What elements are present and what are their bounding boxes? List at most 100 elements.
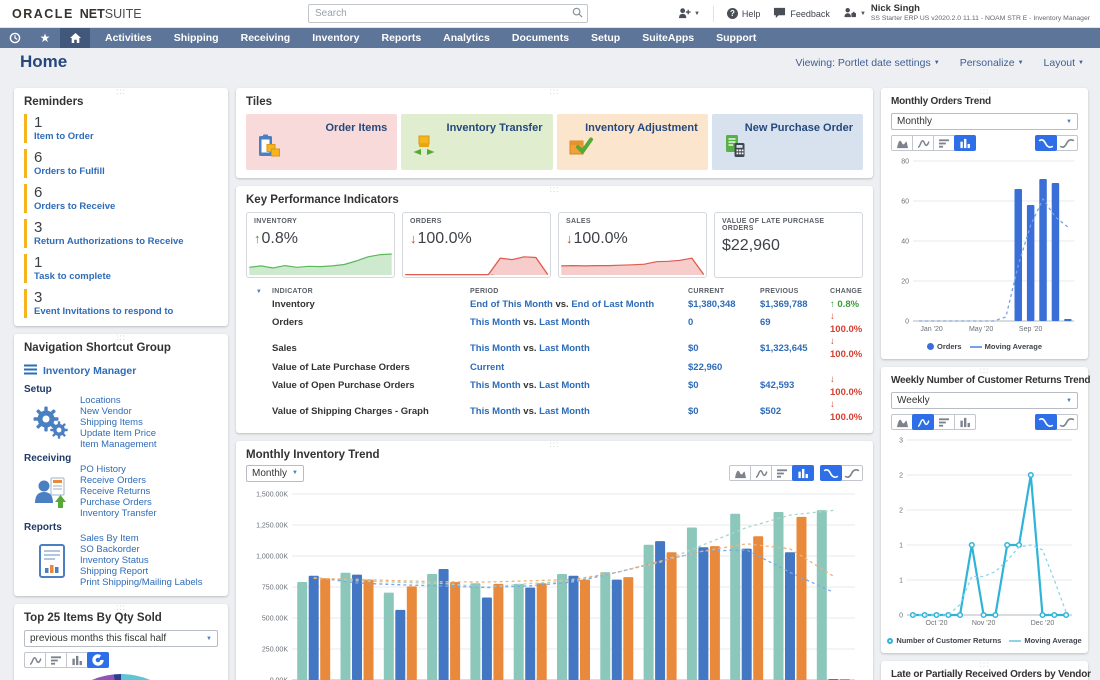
help-button[interactable]: ? Help xyxy=(726,8,760,19)
nav-item-analytics[interactable]: Analytics xyxy=(443,32,490,44)
kpi-card-sales[interactable]: SALES ↓100.0% xyxy=(558,212,707,278)
trendline-off-button[interactable] xyxy=(841,465,863,482)
chart-type-hbar-button[interactable] xyxy=(45,652,67,668)
drag-handle[interactable]: ::: xyxy=(979,366,990,375)
period-link[interactable]: End of Last Month xyxy=(571,298,655,310)
user-menu[interactable]: Nick Singh SS Starter ERP US v2020.2.0 1… xyxy=(871,4,1090,23)
shortcut-link-inventory-status[interactable]: Inventory Status xyxy=(80,555,149,566)
nav-item-activities[interactable]: Activities xyxy=(105,32,152,44)
current-value-link[interactable]: $0 xyxy=(688,342,699,354)
reminder-item[interactable]: 6 Orders to Receive xyxy=(24,184,218,213)
chart-type-line-button[interactable] xyxy=(912,414,934,430)
chart-type-vbar-button[interactable] xyxy=(954,414,976,430)
chart-type-area-button[interactable] xyxy=(891,414,913,430)
drag-handle[interactable]: ::: xyxy=(116,333,126,342)
home-icon[interactable] xyxy=(60,28,90,48)
shortcut-link-shipping-items[interactable]: Shipping Items xyxy=(80,417,143,428)
shortcut-link-receive-orders[interactable]: Receive Orders xyxy=(80,475,146,486)
period-link[interactable]: Last Month xyxy=(539,317,590,329)
period-link[interactable]: Current xyxy=(470,361,505,373)
period-link[interactable]: Last Month xyxy=(539,342,590,354)
drag-handle[interactable]: ::: xyxy=(549,87,560,96)
reminder-link[interactable]: Task to complete xyxy=(34,271,111,282)
reminder-item[interactable]: 3 Return Authorizations to Receive xyxy=(24,219,218,248)
trendline-on-button[interactable] xyxy=(1035,135,1057,151)
drag-handle[interactable]: ::: xyxy=(549,185,560,194)
shortcut-link-purchase-orders[interactable]: Purchase Orders xyxy=(80,497,152,508)
previous-value-link[interactable]: $502 xyxy=(760,405,782,417)
period-link[interactable]: This Month xyxy=(470,380,521,392)
chart-type-hbar-button[interactable] xyxy=(933,414,955,430)
returns-period-select[interactable]: Weekly ▼ xyxy=(891,392,1078,409)
chart-type-vbar-button[interactable] xyxy=(954,135,976,151)
chart-type-area-button[interactable] xyxy=(891,135,913,151)
personalize-menu[interactable]: Personalize ▼ xyxy=(959,57,1024,69)
chart-type-hbar-button[interactable] xyxy=(771,465,793,482)
previous-value-link[interactable]: $1,323,645 xyxy=(760,342,808,354)
shortcut-link-print-shipping-mailing-labels[interactable]: Print Shipping/Mailing Labels xyxy=(80,577,203,588)
shortcut-link-sales-by-item[interactable]: Sales By Item xyxy=(80,533,139,544)
shortcut-link-receive-returns[interactable]: Receive Returns xyxy=(80,486,151,497)
trendline-off-button[interactable] xyxy=(1056,135,1078,151)
shortcut-link-new-vendor[interactable]: New Vendor xyxy=(80,406,132,417)
roles-menu[interactable]: ▼ xyxy=(843,7,866,21)
recent-records-icon[interactable] xyxy=(0,28,30,48)
shortcut-link-locations[interactable]: Locations xyxy=(80,395,121,406)
kpi-card-value-of-late-purchase-orders[interactable]: VALUE OF LATE PURCHASE ORDERS $22,960 xyxy=(714,212,863,278)
tile-inventory-adjustment[interactable]: Inventory Adjustment xyxy=(556,114,708,170)
current-value-link[interactable]: 0 xyxy=(688,317,694,329)
reminder-item[interactable]: 6 Orders to Fulfill xyxy=(24,149,218,178)
orders-period-select[interactable]: Monthly ▼ xyxy=(891,113,1078,130)
favorites-star-icon[interactable]: ★ xyxy=(39,31,51,45)
chart-type-donut-button[interactable] xyxy=(87,652,109,668)
kpi-card-orders[interactable]: ORDERS ↓100.0% xyxy=(402,212,551,278)
chart-type-line-button[interactable] xyxy=(912,135,934,151)
expand-caret-icon[interactable]: ▼ xyxy=(255,289,263,295)
period-link[interactable]: This Month xyxy=(470,317,521,329)
nav-item-setup[interactable]: Setup xyxy=(591,32,621,44)
chart-type-vbar-button[interactable] xyxy=(792,465,814,482)
chart-type-line-button[interactable] xyxy=(24,652,46,668)
trendline-off-button[interactable] xyxy=(1056,414,1078,430)
previous-value-link[interactable]: $1,369,788 xyxy=(760,298,808,310)
reminder-item[interactable]: 1 Task to complete xyxy=(24,254,218,283)
drag-handle[interactable]: ::: xyxy=(116,87,126,96)
shortcut-link-inventory-transfer[interactable]: Inventory Transfer xyxy=(80,508,157,519)
drag-handle[interactable]: ::: xyxy=(979,87,990,96)
reminder-item[interactable]: 3 Event Invitations to respond to xyxy=(24,289,218,318)
tile-order-items[interactable]: Order Items xyxy=(246,114,398,170)
top25-period-select[interactable]: previous months this fiscal half ▼ xyxy=(24,630,218,647)
reminder-link[interactable]: Orders to Receive xyxy=(34,201,116,212)
drag-handle[interactable]: ::: xyxy=(549,439,560,449)
previous-value-link[interactable]: $42,593 xyxy=(760,380,795,392)
kpi-card-inventory[interactable]: INVENTORY ↑0.8% xyxy=(246,212,395,278)
shortcut-link-update-item-price[interactable]: Update Item Price xyxy=(80,428,157,439)
tile-new-purchase-order[interactable]: New Purchase Order xyxy=(711,114,863,170)
trendline-on-button[interactable] xyxy=(1035,414,1057,430)
nav-item-reports[interactable]: Reports xyxy=(381,32,422,44)
reminder-link[interactable]: Orders to Fulfill xyxy=(34,166,105,177)
chart-type-hbar-button[interactable] xyxy=(933,135,955,151)
layout-menu[interactable]: Layout ▼ xyxy=(1043,57,1084,69)
period-link[interactable]: This Month xyxy=(470,405,521,417)
reminder-link[interactable]: Return Authorizations to Receive xyxy=(34,236,184,247)
nav-item-documents[interactable]: Documents xyxy=(511,32,570,44)
nav-item-receiving[interactable]: Receiving xyxy=(240,32,291,44)
feedback-button[interactable]: Feedback xyxy=(773,7,830,21)
shortcut-link-item-management[interactable]: Item Management xyxy=(80,439,157,450)
tile-inventory-transfer[interactable]: Inventory Transfer xyxy=(401,114,553,170)
nav-item-inventory[interactable]: Inventory xyxy=(312,32,360,44)
chart-type-area-button[interactable] xyxy=(729,465,751,482)
period-link[interactable]: Last Month xyxy=(539,405,590,417)
period-link[interactable]: This Month xyxy=(470,342,521,354)
quick-add-menu[interactable]: ▼ xyxy=(678,7,700,21)
shortcut-link-so-backorder[interactable]: SO Backorder xyxy=(80,544,140,555)
inventory-period-select[interactable]: Monthly ▼ xyxy=(246,464,304,482)
current-value-link[interactable]: $22,960 xyxy=(688,361,723,373)
period-link[interactable]: Last Month xyxy=(539,380,590,392)
trendline-on-button[interactable] xyxy=(820,465,842,482)
nav-item-shipping[interactable]: Shipping xyxy=(173,32,219,44)
nav-item-suiteapps[interactable]: SuiteApps xyxy=(642,32,695,44)
shortcut-group-header[interactable]: Inventory Manager xyxy=(24,362,218,380)
drag-handle[interactable]: ::: xyxy=(116,604,126,612)
